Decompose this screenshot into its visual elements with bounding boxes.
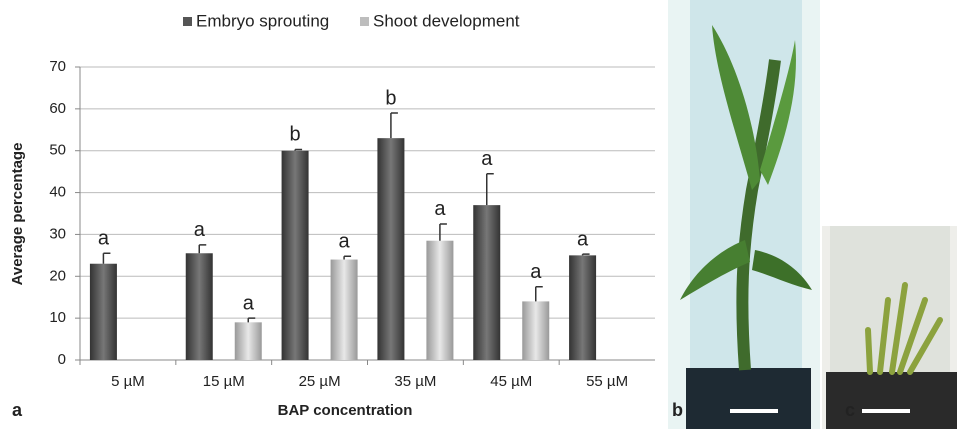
error-bar	[103, 253, 110, 263]
panel-label: b	[672, 400, 683, 420]
y-tick-label: 70	[49, 58, 66, 75]
bar	[377, 138, 404, 360]
x-axis-title: BAP concentration	[278, 402, 413, 419]
bar	[90, 264, 117, 360]
significance-letter: a	[243, 292, 255, 314]
x-tick-label: 5 µM	[111, 373, 145, 390]
significance-letter: b	[290, 124, 301, 146]
x-tick-label: 45 µM	[490, 373, 532, 390]
significance-letter: a	[98, 228, 110, 250]
page: Average percentage BAP concentration a 0…	[0, 0, 957, 429]
error-bar	[536, 287, 543, 302]
legend-swatch	[183, 17, 192, 26]
legend-label: Shoot development	[373, 11, 520, 30]
bar	[473, 205, 500, 360]
significance-letter: a	[577, 228, 589, 250]
bar	[569, 255, 596, 360]
error-bar	[487, 174, 494, 205]
bar	[331, 260, 358, 360]
significance-letter: b	[385, 87, 396, 109]
bar	[426, 241, 453, 360]
y-tick-label: 0	[58, 351, 66, 368]
bar	[282, 151, 309, 360]
significance-letter: a	[530, 261, 542, 283]
y-axis-title: Average percentage	[9, 143, 26, 286]
bar	[522, 301, 549, 360]
photo-b: b	[668, 0, 820, 429]
significance-letter: a	[194, 219, 206, 241]
bar	[235, 322, 262, 360]
y-tick-label: 30	[49, 225, 66, 242]
y-tick-label: 20	[49, 267, 66, 284]
photo-c: c	[822, 226, 957, 429]
panel-label: c	[845, 400, 855, 420]
x-tick-label: 55 µM	[586, 373, 628, 390]
error-bar	[391, 113, 398, 138]
y-tick-label: 40	[49, 184, 66, 201]
y-tick-label: 10	[49, 309, 66, 326]
x-tick-label: 35 µM	[394, 373, 436, 390]
significance-letter: a	[481, 148, 493, 170]
error-bar	[248, 318, 255, 322]
y-tick-label: 50	[49, 142, 66, 159]
bar	[186, 253, 213, 360]
significance-letter: a	[339, 230, 351, 252]
figure: Average percentage BAP concentration a 0…	[0, 0, 957, 429]
x-tick-label: 15 µM	[203, 373, 245, 390]
x-tick-label: 25 µM	[299, 373, 341, 390]
significance-letter: a	[434, 198, 446, 220]
legend-swatch	[360, 17, 369, 26]
error-bar	[440, 224, 447, 241]
chart: Average percentage BAP concentration a 0…	[9, 11, 655, 419]
panel-label: a	[12, 400, 23, 420]
error-bar	[583, 254, 590, 255]
y-tick-label: 60	[49, 100, 66, 117]
error-bar	[344, 256, 351, 259]
legend-label: Embryo sprouting	[196, 11, 329, 30]
medium	[686, 368, 811, 429]
error-bar	[199, 245, 206, 253]
